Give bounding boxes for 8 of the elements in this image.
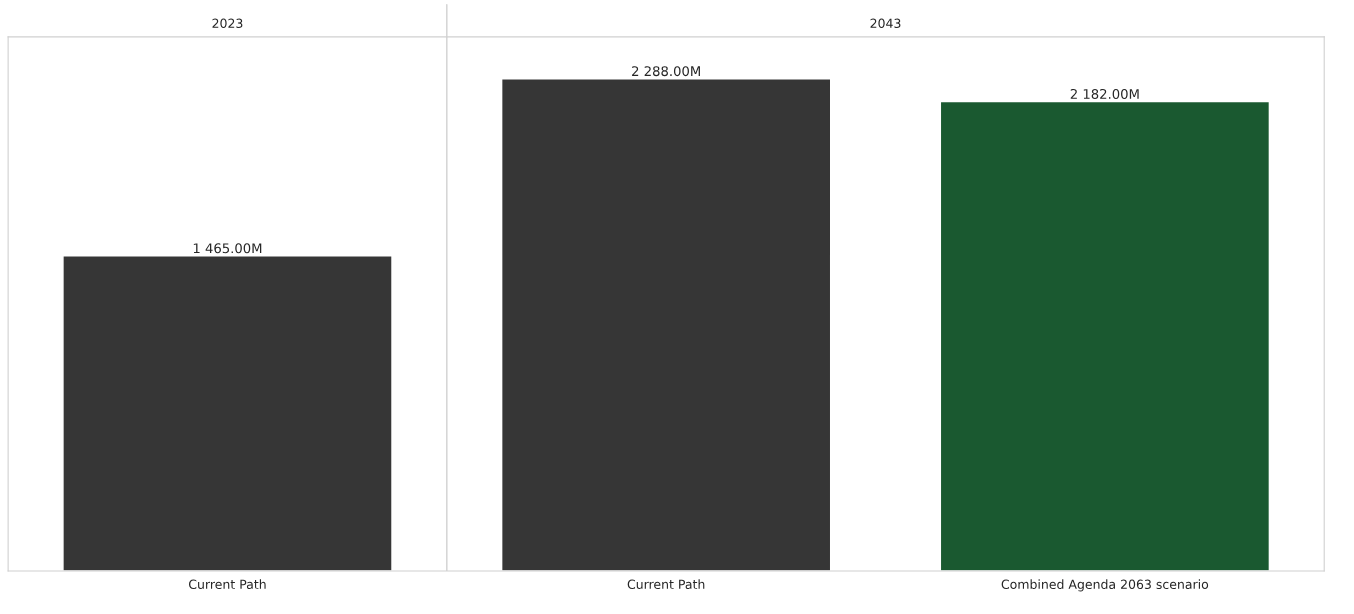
x-tick-label: Combined Agenda 2063 scenario <box>1001 579 1209 592</box>
data-label: 1 465.00M <box>193 243 262 254</box>
text: 2043 <box>870 18 901 29</box>
x-tick-label: Current Path <box>188 579 266 590</box>
text: 2023 <box>212 18 243 29</box>
x-tick-label: Current Path <box>627 579 705 590</box>
data-label: 2 288.00M <box>632 66 700 77</box>
data-label: 2 182.00M <box>1070 88 1139 99</box>
